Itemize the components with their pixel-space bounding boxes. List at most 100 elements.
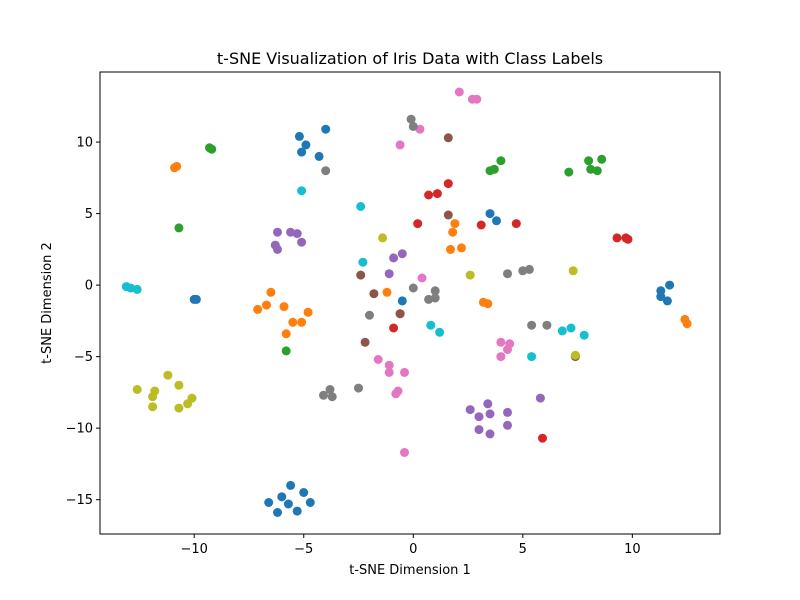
- scatter-point: [397, 296, 407, 306]
- scatter-point: [503, 407, 512, 417]
- scatter-point: [483, 399, 493, 409]
- scatter-point: [527, 352, 537, 362]
- scatter-point: [253, 304, 263, 314]
- scatter-point: [446, 244, 455, 254]
- scatter-point: [511, 219, 521, 229]
- scatter-point: [288, 317, 298, 327]
- x-tick-label: 5: [519, 542, 527, 557]
- scatter-point: [489, 164, 499, 174]
- scatter-point: [356, 202, 366, 211]
- scatter-point: [503, 269, 512, 279]
- scatter-point: [292, 229, 302, 239]
- scatter-point: [174, 380, 184, 390]
- scatter-point: [662, 296, 672, 306]
- scatter-point: [656, 292, 666, 302]
- scatter-point: [612, 233, 622, 243]
- scatter-point: [492, 216, 501, 226]
- points-layer: [121, 87, 692, 517]
- scatter-point: [277, 492, 287, 502]
- scatter-point: [538, 433, 547, 443]
- scatter-point: [389, 323, 399, 333]
- y-tick-label: 10: [76, 136, 93, 151]
- scatter-point: [465, 405, 475, 415]
- scatter-point: [207, 144, 217, 154]
- scatter-point: [356, 270, 366, 280]
- scatter-point: [163, 370, 173, 380]
- scatter-point: [524, 264, 534, 274]
- scatter-point: [294, 131, 304, 141]
- scatter-point: [384, 269, 394, 279]
- scatter-point: [183, 399, 193, 409]
- scatter-point: [395, 140, 405, 150]
- x-tick-label: −10: [180, 542, 207, 557]
- scatter-point: [321, 166, 331, 176]
- scatter-point: [503, 420, 512, 430]
- scatter-point: [496, 156, 506, 166]
- scatter-point: [191, 294, 201, 304]
- scatter-point: [325, 385, 335, 394]
- scatter-point: [397, 249, 407, 259]
- scatter-point: [358, 257, 368, 267]
- scatter-point: [483, 299, 493, 309]
- scatter-point: [443, 179, 453, 189]
- x-axis-label: t-SNE Dimension 1: [349, 563, 471, 578]
- scatter-point: [400, 367, 409, 377]
- scatter-point: [474, 412, 484, 422]
- scatter-point: [281, 346, 291, 356]
- scatter-point: [299, 488, 309, 497]
- scatter-point: [384, 367, 394, 377]
- scatter-point: [454, 87, 464, 97]
- scatter-point: [286, 480, 296, 490]
- scatter-point: [132, 284, 142, 294]
- y-tick-label: −15: [66, 493, 93, 508]
- y-tick-label: −10: [66, 422, 93, 437]
- scatter-point: [319, 390, 328, 400]
- scatter-point: [281, 329, 291, 339]
- scatter-point: [503, 345, 512, 354]
- scatter-point: [279, 302, 289, 312]
- scatter-point: [369, 289, 379, 299]
- scatter-point: [527, 320, 537, 330]
- scatter-point: [303, 307, 313, 317]
- scatter-point: [566, 323, 576, 333]
- scatter-point: [424, 190, 434, 200]
- scatter-point: [314, 151, 324, 161]
- scatter-point: [450, 219, 460, 229]
- scatter-point: [273, 227, 282, 237]
- scatter-point: [262, 300, 271, 310]
- scatter-point: [597, 154, 607, 164]
- scatter-point: [592, 166, 602, 176]
- scatter-point: [417, 273, 427, 283]
- y-tick-label: 5: [85, 207, 93, 222]
- scatter-point: [476, 220, 486, 230]
- scatter-point: [435, 327, 445, 337]
- scatter-point: [430, 286, 440, 296]
- scatter-point: [413, 219, 423, 229]
- scatter-point: [283, 499, 293, 509]
- scatter-point: [354, 383, 363, 393]
- scatter-point: [665, 280, 675, 290]
- scatter-point: [301, 140, 311, 150]
- scatter-point: [373, 355, 383, 364]
- scatter-point: [297, 237, 307, 247]
- scatter-point: [496, 337, 506, 347]
- y-tick-label: 0: [85, 279, 93, 294]
- scatter-point: [174, 403, 184, 413]
- scatter-point: [584, 156, 594, 166]
- scatter-point: [389, 253, 399, 263]
- scatter-point: [378, 233, 388, 243]
- x-axis-ticks: −10 −5 0 5 10: [180, 534, 641, 557]
- scatter-point: [172, 161, 182, 171]
- scatter-point: [448, 227, 458, 237]
- scatter-point: [579, 330, 589, 340]
- scatter-point: [292, 506, 302, 516]
- scatter-point: [148, 392, 158, 402]
- scatter-point: [174, 223, 184, 233]
- scatter-point: [305, 498, 315, 507]
- scatter-point: [465, 270, 475, 280]
- scatter-point: [391, 389, 401, 399]
- scatter-point: [472, 94, 482, 104]
- scatter-point: [297, 147, 307, 157]
- scatter-point: [564, 167, 574, 177]
